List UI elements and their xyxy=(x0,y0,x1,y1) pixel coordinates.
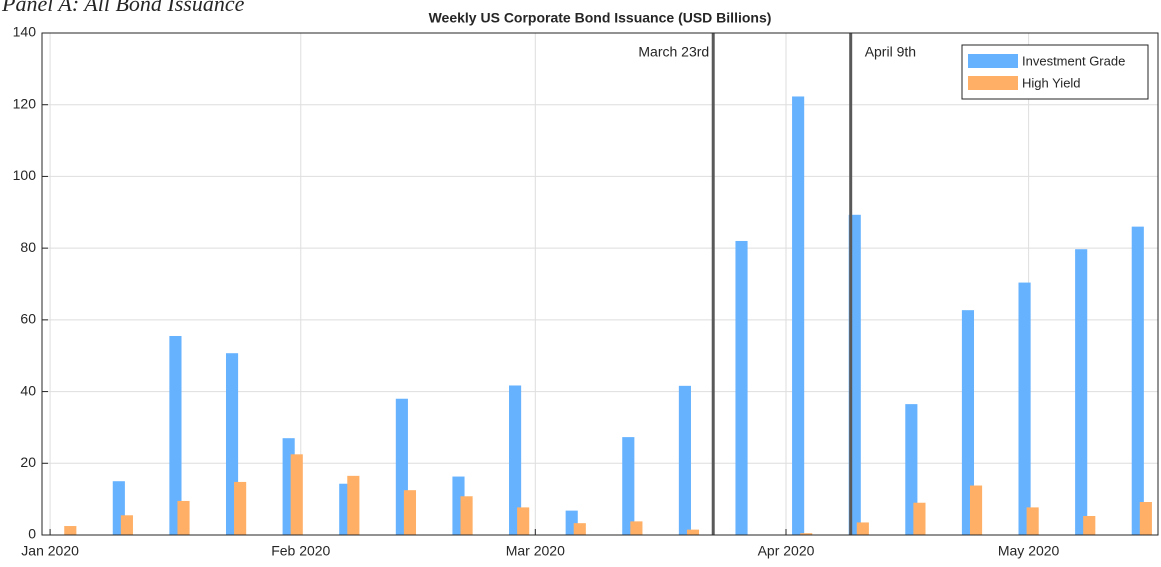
annotation: April 9th xyxy=(865,44,916,60)
bar xyxy=(961,310,975,535)
axes-box xyxy=(41,32,1159,536)
bar xyxy=(735,240,748,535)
chart-title: Weekly US Corporate Bond Issuance (USD B… xyxy=(429,10,772,26)
bar xyxy=(1075,249,1088,535)
y-tick-label: 140 xyxy=(13,24,37,40)
legend-swatch xyxy=(968,76,1018,90)
annotation: March 23rd xyxy=(638,44,709,60)
bar xyxy=(678,385,691,535)
bar xyxy=(913,502,926,535)
y-tick-label: 60 xyxy=(20,311,36,327)
y-tick-label: 80 xyxy=(20,239,36,255)
bar xyxy=(630,521,643,535)
bar xyxy=(1018,282,1031,535)
bar xyxy=(800,533,813,535)
y-tick-label: 100 xyxy=(13,167,37,183)
y-tick-label: 0 xyxy=(28,526,36,542)
legend-label: Investment Grade xyxy=(1022,53,1125,68)
x-tick-label: Mar 2020 xyxy=(506,543,565,559)
y-tick-label: 120 xyxy=(13,95,37,111)
y-tick-label: 20 xyxy=(20,454,36,470)
bar xyxy=(1083,515,1096,535)
legend-swatch xyxy=(968,54,1018,68)
bar xyxy=(64,526,77,535)
plot-area xyxy=(42,33,1158,535)
bar xyxy=(969,485,983,535)
x-tick-label: May 2020 xyxy=(998,543,1060,559)
x-tick-label: Apr 2020 xyxy=(758,543,815,559)
bar xyxy=(120,515,133,535)
bar xyxy=(460,496,473,535)
bar xyxy=(686,529,700,535)
bar xyxy=(290,454,303,535)
bar xyxy=(1139,502,1152,535)
bar xyxy=(905,404,918,535)
bar xyxy=(1026,507,1039,535)
bar xyxy=(509,385,522,535)
bar xyxy=(856,522,869,535)
bar xyxy=(234,481,247,535)
panel-label: Panel A: All Bond Issuance xyxy=(1,0,245,16)
bar xyxy=(792,96,805,536)
bar xyxy=(517,507,530,535)
bar xyxy=(573,523,586,535)
bar xyxy=(177,500,190,535)
bar xyxy=(1131,226,1144,535)
bar xyxy=(169,335,182,535)
legend-label: High Yield xyxy=(1022,75,1081,90)
y-tick-label: 40 xyxy=(20,382,36,398)
bar xyxy=(403,490,417,535)
x-tick-label: Feb 2020 xyxy=(271,543,330,559)
x-tick-label: Jan 2020 xyxy=(21,543,79,559)
bar xyxy=(347,475,360,535)
bar xyxy=(622,437,635,535)
